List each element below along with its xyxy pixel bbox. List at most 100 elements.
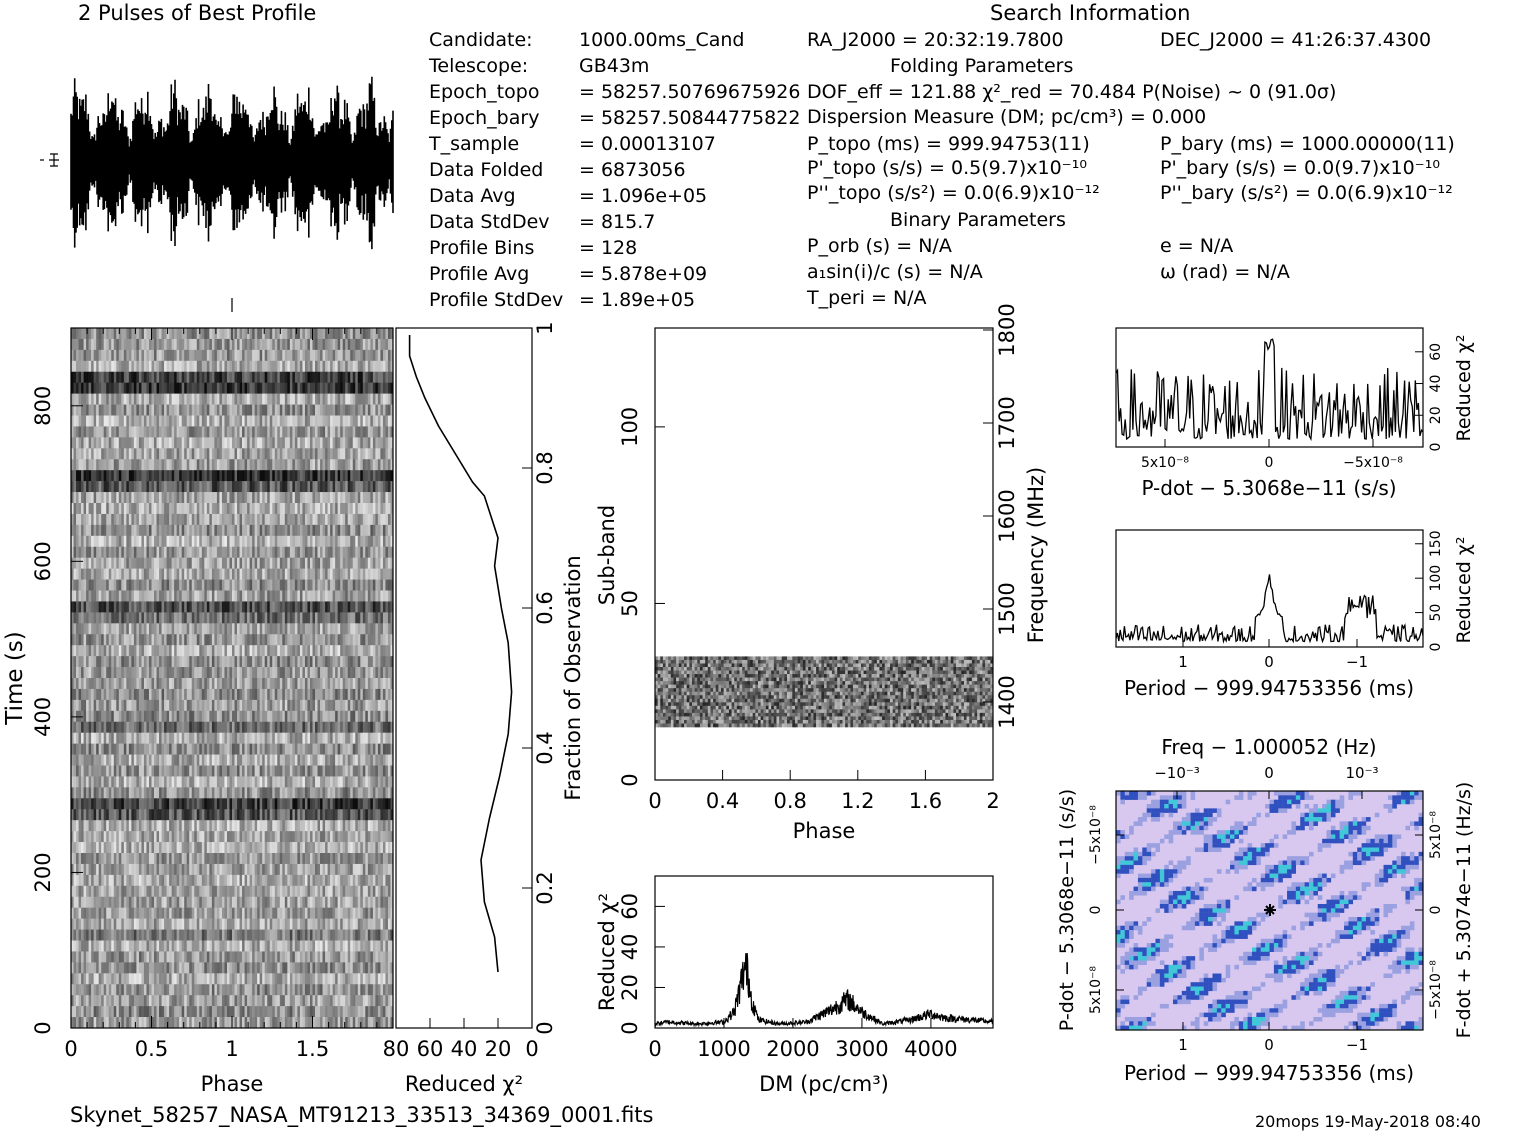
pixel	[83, 404, 87, 416]
pixel	[362, 732, 366, 744]
pixel	[367, 481, 371, 493]
pixel	[342, 404, 346, 416]
pixel	[98, 645, 102, 657]
pixel	[325, 710, 328, 723]
pixel	[327, 579, 331, 591]
pixel	[242, 481, 245, 493]
pixel	[86, 721, 89, 733]
pixel	[201, 579, 205, 591]
pixel	[380, 437, 384, 449]
pixel	[315, 590, 318, 602]
pixel	[96, 415, 99, 427]
pixel	[108, 437, 112, 449]
pixel	[365, 688, 369, 701]
pixel	[126, 415, 130, 427]
pixel	[335, 688, 338, 701]
pixel	[292, 645, 296, 657]
pixel	[242, 360, 245, 373]
pixel	[254, 579, 258, 591]
pixel	[350, 503, 354, 515]
pixel	[206, 513, 210, 526]
pixel	[211, 656, 215, 668]
pixel	[184, 568, 188, 580]
pixel	[81, 524, 84, 537]
pixel	[304, 459, 308, 471]
pixel	[186, 492, 190, 504]
pixel	[322, 360, 326, 373]
pixel	[309, 426, 313, 438]
pixel	[272, 404, 276, 416]
pixel	[277, 590, 281, 602]
pixel	[372, 415, 376, 427]
pixel	[362, 448, 366, 460]
pixel	[302, 492, 306, 504]
pixel	[211, 721, 215, 733]
pixel	[169, 579, 172, 591]
pixel	[387, 601, 391, 613]
pixel	[176, 448, 180, 460]
pixel	[191, 535, 195, 548]
pixel	[116, 699, 120, 712]
pixel	[138, 371, 142, 383]
pixel	[126, 721, 130, 733]
pixel	[325, 481, 328, 493]
pixel	[96, 470, 99, 482]
pixel	[101, 503, 105, 515]
pixel	[244, 710, 248, 723]
pixel	[83, 360, 87, 373]
pixel	[184, 590, 188, 602]
pixel	[128, 721, 132, 733]
pixel	[201, 568, 205, 580]
pixel	[317, 601, 321, 613]
pixel	[201, 338, 205, 351]
pixel	[211, 623, 215, 635]
pixel	[118, 382, 122, 394]
pixel	[244, 645, 248, 657]
pixel	[365, 404, 369, 416]
pixel	[332, 546, 336, 558]
pixel	[249, 656, 253, 668]
pixel	[91, 470, 94, 482]
pixel	[229, 415, 233, 427]
pixel	[387, 492, 391, 504]
pixel	[108, 535, 112, 548]
pixel	[73, 612, 77, 624]
pixel	[262, 415, 266, 427]
pixel	[259, 382, 263, 394]
pixel	[352, 634, 356, 646]
pixel	[370, 360, 374, 373]
pixel	[136, 328, 140, 340]
pixel	[355, 513, 359, 526]
pixel	[171, 349, 175, 362]
pixel	[226, 546, 230, 558]
pixel	[131, 338, 135, 351]
pixel	[106, 371, 110, 383]
pixel	[355, 349, 359, 362]
pixel	[146, 382, 150, 394]
pixel	[211, 667, 215, 679]
pixel	[131, 645, 135, 657]
pixel	[206, 328, 210, 340]
pixel	[257, 732, 260, 744]
pixel	[315, 645, 318, 657]
pixel	[367, 404, 371, 416]
pixel	[161, 688, 165, 701]
pixel	[113, 437, 117, 449]
pixel	[184, 699, 188, 712]
pixel	[299, 568, 303, 580]
pixel	[327, 557, 331, 569]
pixel	[254, 371, 258, 383]
pixel	[297, 557, 301, 569]
pixel	[232, 371, 235, 383]
pixel	[98, 743, 102, 755]
pixel	[133, 557, 137, 569]
pixel	[325, 328, 328, 340]
pixel	[375, 393, 379, 405]
pixel	[161, 710, 165, 723]
pixel	[123, 382, 127, 394]
pixel	[219, 426, 223, 438]
pixel	[360, 371, 364, 383]
pixel	[385, 328, 389, 340]
pixel	[161, 732, 165, 744]
pixel	[309, 470, 313, 482]
